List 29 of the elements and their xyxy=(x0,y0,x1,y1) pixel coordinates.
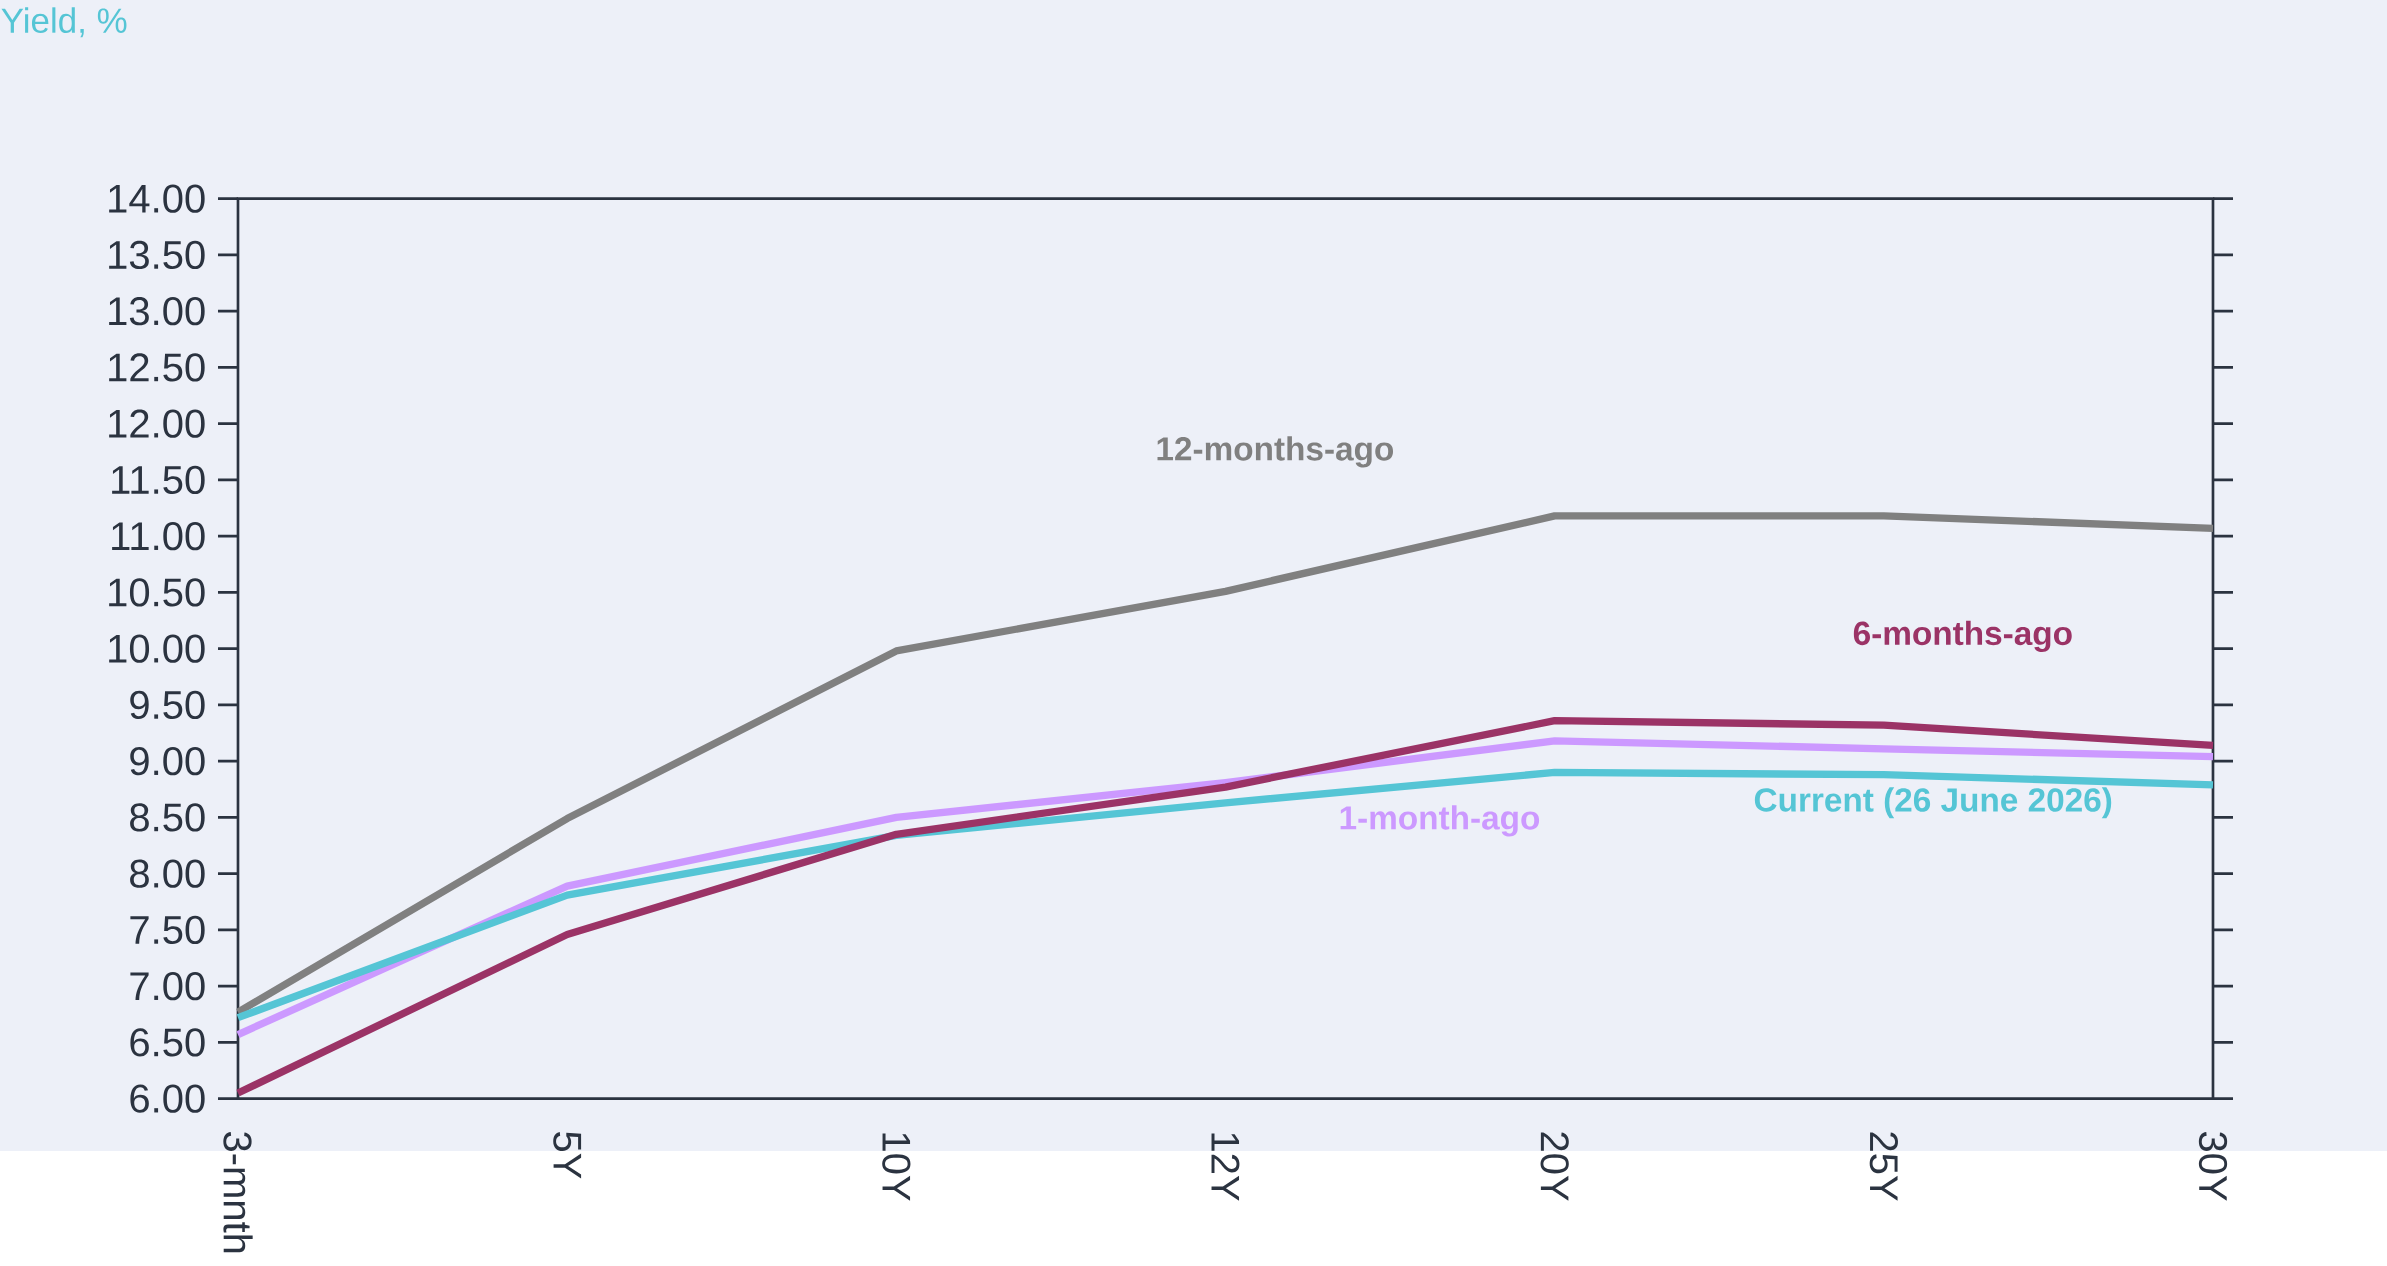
x-tick-label: 20Y xyxy=(1540,1132,1569,1201)
y-tick-label: 13.00 xyxy=(109,297,205,326)
y-tick-label: 6.00 xyxy=(130,1084,205,1113)
y-tick-label: 8.00 xyxy=(130,859,205,888)
x-tick-label: 30Y xyxy=(2198,1131,2228,1201)
series-label: 1-month-ago xyxy=(1340,805,1540,837)
x-tick-label: 5Y xyxy=(553,1132,582,1179)
y-tick-label: 11.50 xyxy=(112,465,205,495)
y-tick-label: 9.00 xyxy=(130,747,205,776)
y-tick-label: 12.50 xyxy=(109,353,205,382)
y-tick-label: 10.50 xyxy=(109,578,205,607)
y-tick-label: 9.50 xyxy=(130,690,205,720)
text: 6-months-ago xyxy=(1853,620,2072,652)
y-tick-label: 14.00 xyxy=(109,184,205,213)
y-tick-label: 7.50 xyxy=(130,915,205,945)
y-axis-title: Yield, % xyxy=(1,7,127,38)
y-tick-label: 13.50 xyxy=(109,240,205,270)
x-tick-label: 25Y xyxy=(1869,1132,1898,1201)
y-tick-label: 11.00 xyxy=(112,522,205,551)
x-tick-label: 3-mnth xyxy=(223,1131,253,1253)
y-tick-label: 12.00 xyxy=(109,409,205,438)
y-tick-label: 8.50 xyxy=(130,803,205,832)
text: 12-months-ago xyxy=(1157,436,1394,468)
y-tick-label: 7.00 xyxy=(130,972,205,1001)
x-tick-label: 12Y xyxy=(1211,1133,1240,1201)
y-tick-label: 6.50 xyxy=(130,1028,205,1057)
series-label: Current (26 June 2026) xyxy=(1754,787,2112,819)
x-tick-label: 10Y xyxy=(882,1133,911,1201)
y-tick-label: 10.00 xyxy=(109,634,205,663)
